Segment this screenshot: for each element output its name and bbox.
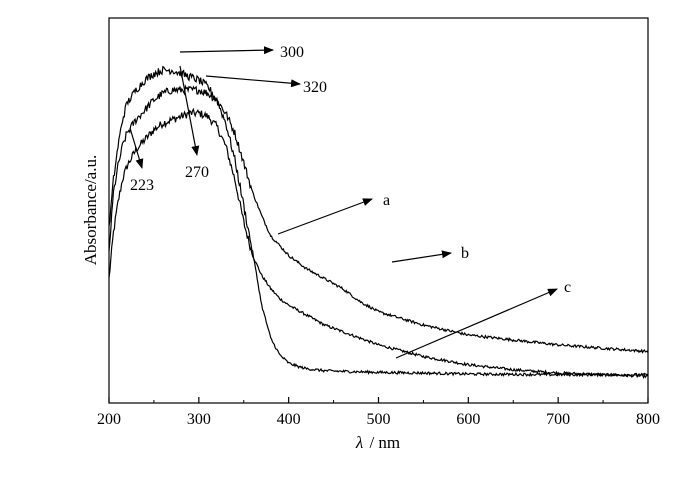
arrow-320: [205, 75, 301, 88]
x-tick-label-800: 800: [636, 411, 660, 428]
x-axis-unit: / nm: [369, 433, 400, 452]
arrow-270: [179, 65, 200, 156]
x-tick-label-500: 500: [367, 411, 391, 428]
series-layer: [108, 65, 649, 380]
annotation-label-320: 320: [303, 79, 327, 96]
arrow-300: [179, 46, 274, 55]
arrow-b: [391, 250, 452, 263]
x-axis-symbol: λ: [355, 433, 363, 452]
x-tick-label-400: 400: [277, 411, 301, 428]
x-tick-label-200: 200: [97, 411, 121, 428]
annotation-label-c: c: [564, 279, 571, 296]
x-tick-label-700: 700: [546, 411, 570, 428]
arrow-c: [395, 288, 558, 359]
annotation-label-300: 300: [280, 44, 304, 61]
annotation-label-a: a: [383, 192, 390, 209]
series-line-b: [108, 84, 649, 354]
annotation-label-270: 270: [185, 164, 209, 181]
series-line-c: [108, 65, 649, 378]
annotation-label-223: 223: [130, 177, 154, 194]
x-axis-label: λ / nm: [355, 433, 400, 452]
annotation-label-b: b: [461, 245, 469, 262]
x-tick-label-300: 300: [187, 411, 211, 428]
series-line-a: [108, 107, 649, 380]
x-axis-ticks: 200 300 400 500 600 700 800: [97, 397, 660, 428]
x-tick-label-600: 600: [456, 411, 480, 428]
y-axis-label: Absorbance/a.u.: [81, 155, 100, 265]
arrow-223: [129, 127, 144, 169]
arrow-a: [277, 198, 373, 235]
annotation-arrows: [129, 46, 558, 359]
